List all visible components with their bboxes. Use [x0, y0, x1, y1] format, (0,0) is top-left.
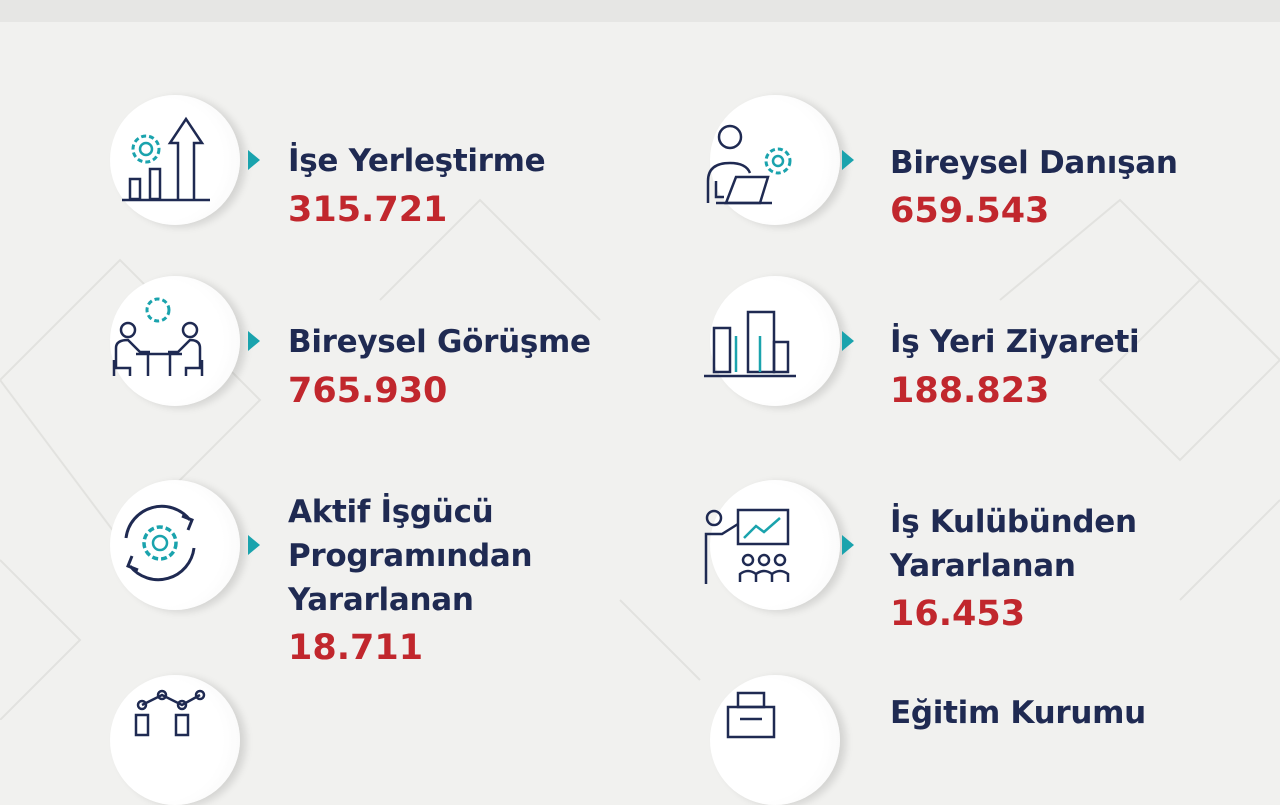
pointer-triangle	[842, 150, 854, 170]
pointer-triangle	[842, 535, 854, 555]
stat-value: 315.721	[288, 190, 448, 230]
gear-cycle-icon	[124, 504, 196, 582]
stat-title: Programından	[288, 538, 533, 574]
consultant-laptop-gear-icon	[706, 124, 792, 205]
stat-value: 18.711	[288, 628, 424, 668]
stat-value: 188.823	[890, 371, 1050, 411]
stat-value: 765.930	[288, 371, 448, 411]
stat-value: 659.543	[890, 191, 1050, 231]
stat-title: Bireysel Görüşme	[288, 324, 591, 360]
stat-title: İş Yeri Ziyareti	[890, 324, 1140, 360]
stat-value: 16.453	[890, 594, 1026, 634]
stat-title: İşe Yerleştirme	[288, 143, 546, 179]
pointer-triangle	[248, 535, 260, 555]
stat-title: Bireysel Danışan	[890, 145, 1178, 181]
pointer-triangle	[248, 150, 260, 170]
network-icon	[134, 689, 206, 737]
presentation-group-icon	[704, 508, 790, 584]
background-pattern	[0, 198, 1280, 720]
stat-title: Aktif İşgücü	[288, 494, 494, 530]
buildings-icon	[704, 310, 796, 378]
pointer-triangle	[248, 331, 260, 351]
printer-icon	[726, 691, 776, 739]
stat-title: İş Kulübünden	[890, 504, 1137, 540]
meeting-table-icon	[112, 297, 204, 376]
stat-title: Yararlanan	[288, 582, 474, 618]
gear-growth-chart-icon	[122, 116, 210, 202]
stat-title: Yararlanan	[890, 548, 1076, 584]
pointer-triangle	[842, 331, 854, 351]
top-bar	[0, 0, 1280, 22]
stat-title: Eğitim Kurumu	[890, 695, 1146, 731]
